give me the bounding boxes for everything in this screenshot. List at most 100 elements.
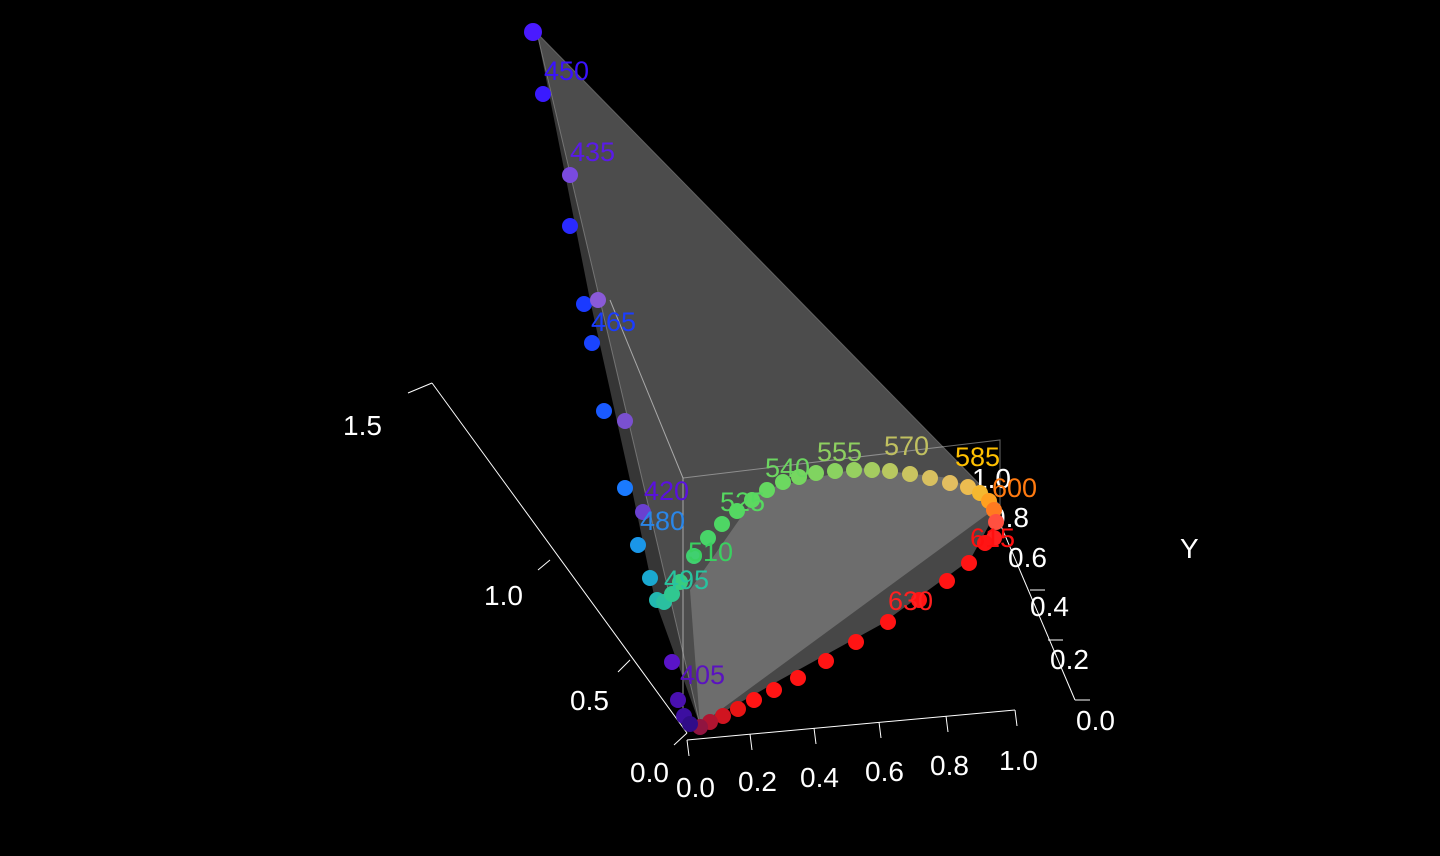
wl-label-405: 405 <box>680 660 725 690</box>
locus-point <box>746 692 762 708</box>
x-tick-label-04: 0.4 <box>800 762 839 793</box>
x-axis-tick <box>749 733 753 751</box>
wl-label-420: 420 <box>644 476 689 506</box>
x-tick-label-02: 0.2 <box>738 766 777 797</box>
x-axis-line <box>686 709 1016 741</box>
wl-label-600: 600 <box>992 473 1037 503</box>
y-tick-label-02: 0.2 <box>1050 644 1089 675</box>
locus-point <box>590 292 606 308</box>
locus-point <box>715 708 731 724</box>
locus-point <box>808 465 824 481</box>
wl-label-450: 450 <box>544 56 589 86</box>
locus-point <box>729 503 745 519</box>
gamut-face-top <box>690 468 1000 725</box>
locus-point <box>635 504 651 520</box>
z-axis-tick <box>407 382 433 394</box>
locus-point <box>818 653 834 669</box>
z-tick-label-00: 0.0 <box>630 757 669 788</box>
gamut-edge-2 <box>536 32 1001 506</box>
spectral-locus-points <box>524 23 1004 735</box>
wl-label-630: 630 <box>888 586 933 616</box>
locus-point <box>672 574 688 590</box>
locus-point <box>576 296 592 312</box>
wl-label-495: 495 <box>664 565 709 595</box>
z-tick-label-05: 0.5 <box>570 685 609 716</box>
wl-label-555: 555 <box>817 437 862 467</box>
locus-point <box>902 466 918 482</box>
locus-point <box>584 335 600 351</box>
locus-point <box>790 670 806 686</box>
locus-point <box>846 462 862 478</box>
locus-point <box>759 482 775 498</box>
gamut-edge-1 <box>536 32 701 726</box>
locus-point <box>700 530 716 546</box>
locus-point <box>686 548 702 564</box>
wl-label-510: 510 <box>688 537 733 567</box>
x-tick-label-00: 0.0 <box>676 772 715 803</box>
locus-point <box>911 592 927 608</box>
locus-point <box>562 167 578 183</box>
wl-label-435: 435 <box>570 137 615 167</box>
locus-point <box>882 463 898 479</box>
locus-point <box>960 479 976 495</box>
x-tick-label-08: 0.8 <box>930 750 969 781</box>
locus-point <box>880 614 896 630</box>
locus-point <box>988 514 1004 530</box>
y-tick-label-04: 0.4 <box>1030 591 1069 622</box>
locus-point <box>791 469 807 485</box>
x-tick-label-10: 1.0 <box>999 745 1038 776</box>
wl-label-525: 525 <box>720 487 765 517</box>
wl-label-615: 615 <box>970 523 1015 553</box>
locus-point <box>961 555 977 571</box>
z-axis-tick <box>617 659 631 673</box>
inner-box-lines-2 <box>682 439 1001 505</box>
locus-point <box>617 413 633 429</box>
locus-point <box>617 480 633 496</box>
locus-point <box>942 475 958 491</box>
locus-point <box>682 716 698 732</box>
y-tick-label-06: 0.6 <box>1008 542 1047 573</box>
locus-point <box>939 573 955 589</box>
y-axis: 0.0 0.2 0.4 0.6 0.8 1.0 Y <box>972 463 1199 736</box>
locus-point <box>775 474 791 490</box>
wavelength-labels: 450 435 465 420 480 510 495 525 540 555 … <box>544 56 1037 690</box>
locus-point <box>664 586 680 602</box>
z-axis-line <box>431 382 688 734</box>
locus-point <box>986 502 1002 518</box>
locus-point <box>642 570 658 586</box>
z-axis: 1.5 1.0 0.5 0.0 <box>343 382 688 788</box>
x-axis-tick <box>945 715 949 733</box>
x-axis-tick <box>686 739 690 757</box>
locus-point <box>766 682 782 698</box>
y-axis-title: Y <box>1180 533 1199 564</box>
locus-point <box>524 23 542 41</box>
y-tick-label-00: 0.0 <box>1076 705 1115 736</box>
x-axis-tick <box>813 727 817 745</box>
locus-point <box>864 462 880 478</box>
wl-label-480: 480 <box>640 506 685 536</box>
locus-point <box>977 535 993 551</box>
y-axis-line <box>989 499 1076 701</box>
wl-label-465: 465 <box>591 307 636 337</box>
wl-label-585: 585 <box>955 442 1000 472</box>
x-axis-tick <box>1014 709 1018 727</box>
z-tick-label-15: 1.5 <box>343 410 382 441</box>
wl-label-540: 540 <box>765 453 810 483</box>
locus-point <box>827 463 843 479</box>
locus-point <box>535 86 551 102</box>
locus-point <box>630 537 646 553</box>
z-axis-tick <box>673 732 688 746</box>
z-tick-label-10: 1.0 <box>484 580 523 611</box>
locus-point <box>670 692 686 708</box>
locus-point <box>744 492 760 508</box>
locus-point <box>848 634 864 650</box>
x-tick-label-06: 0.6 <box>865 756 904 787</box>
locus-point <box>562 218 578 234</box>
locus-point <box>730 701 746 717</box>
z-axis-tick <box>537 559 551 571</box>
gamut-surface <box>536 32 1001 726</box>
locus-point <box>922 470 938 486</box>
locus-point <box>714 516 730 532</box>
x-axis-tick <box>878 721 882 739</box>
